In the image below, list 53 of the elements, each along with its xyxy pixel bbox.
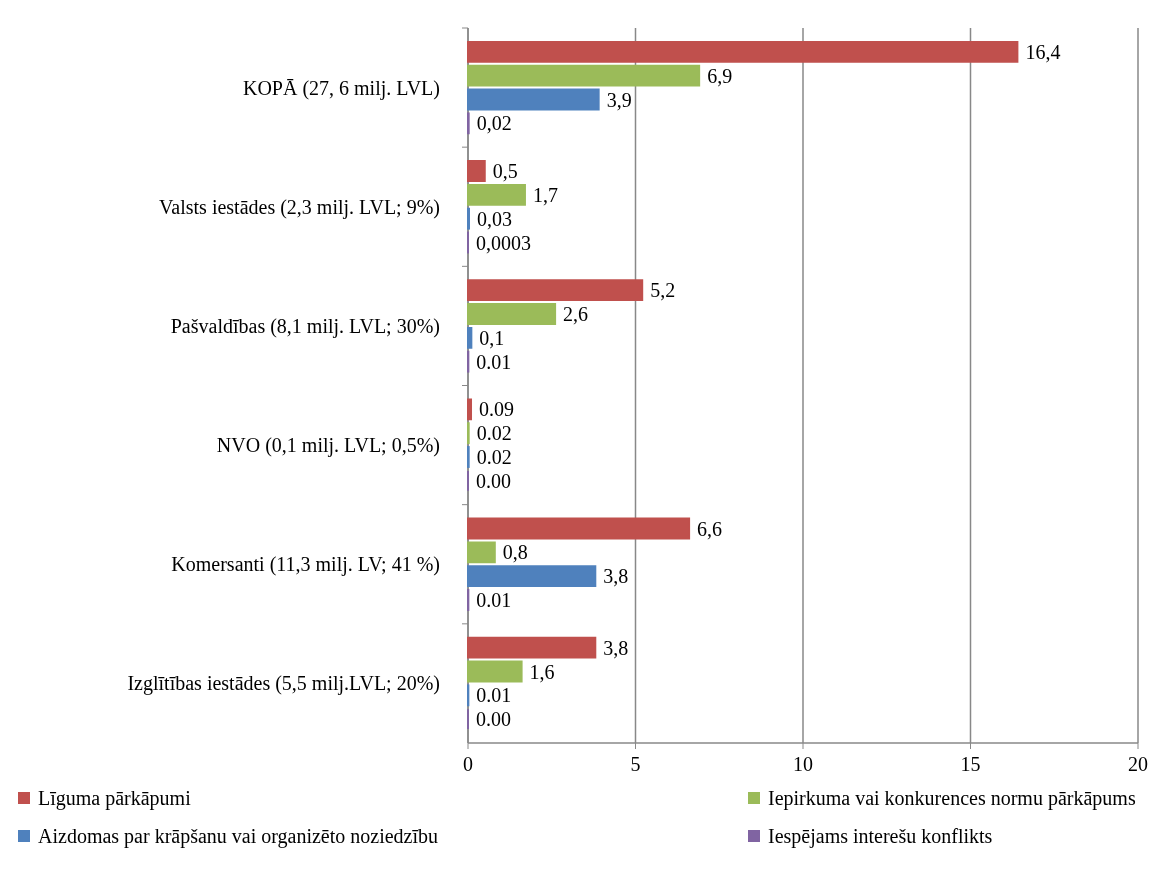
bar (467, 183, 526, 206)
data-label: 3,9 (606, 88, 632, 111)
y-tick-label: KOPĀ (27, 6 milj. LVL) (242, 76, 440, 100)
bar (467, 541, 496, 564)
data-label: 3,8 (603, 636, 629, 659)
data-label: 0.01 (476, 684, 512, 707)
bar (467, 326, 473, 349)
bar (467, 636, 597, 659)
x-tick-label: 5 (630, 753, 641, 775)
bar (467, 303, 557, 325)
x-tick-label: 0 (463, 753, 473, 775)
data-label: 0,02 (476, 112, 512, 135)
data-label: 1,6 (529, 660, 555, 683)
bar (467, 88, 600, 111)
y-tick-label: NVO (0,1 milj. LVL; 0,5%) (216, 434, 440, 458)
data-label: 0.00 (476, 708, 511, 731)
x-tick-label: 15 (960, 753, 981, 775)
bar (467, 517, 691, 540)
legend-label: Aizdomas par krāpšanu vai organizēto noziedzību (38, 825, 439, 848)
data-label: 3,8 (603, 565, 629, 588)
bar (467, 160, 486, 182)
legend-label: Iespējams interešu konflikts (768, 825, 993, 848)
data-label: 16,4 (1025, 40, 1061, 63)
x-tick-label: 10 (793, 753, 813, 775)
data-label: 0.02 (476, 446, 512, 468)
bar (467, 398, 473, 421)
data-label: 0,1 (479, 326, 505, 349)
data-label: 0.09 (479, 398, 515, 421)
data-label: 2,6 (563, 303, 589, 325)
y-tick-label: Pašvaldības (8,1 milj. LVL; 30%) (170, 314, 440, 338)
bar (467, 660, 523, 683)
bar (467, 64, 701, 87)
data-label: 6,6 (697, 517, 723, 540)
y-tick-label: Izglītības iestādes (5,5 milj.LVL; 20%) (127, 672, 440, 696)
bar (467, 279, 644, 302)
data-label: 0.00 (476, 469, 511, 492)
data-label: 0,03 (477, 207, 513, 230)
data-label: 1,7 (532, 183, 558, 206)
legend-label: Iepirkuma vai konkurences normu pārkāpums (768, 787, 1136, 810)
x-tick-label: 20 (1128, 753, 1148, 775)
data-label: 0.02 (476, 422, 512, 445)
data-label: 5,2 (650, 279, 676, 302)
legend-label: Līguma pārkāpumi (38, 787, 192, 810)
y-tick-label: Komersanti (11,3 milj. LV; 41 %) (171, 553, 440, 577)
data-label: 0,5 (492, 160, 518, 182)
y-tick-label: Valsts iestādes (2,3 milj. LVL; 9%) (159, 195, 440, 219)
data-label: 0.01 (476, 589, 512, 611)
data-label: 0.01 (476, 350, 512, 373)
data-label: 0,0003 (476, 231, 532, 254)
bar (467, 40, 1019, 63)
data-label: 6,9 (707, 64, 733, 87)
data-label: 0,8 (502, 541, 528, 564)
bar (467, 565, 597, 588)
